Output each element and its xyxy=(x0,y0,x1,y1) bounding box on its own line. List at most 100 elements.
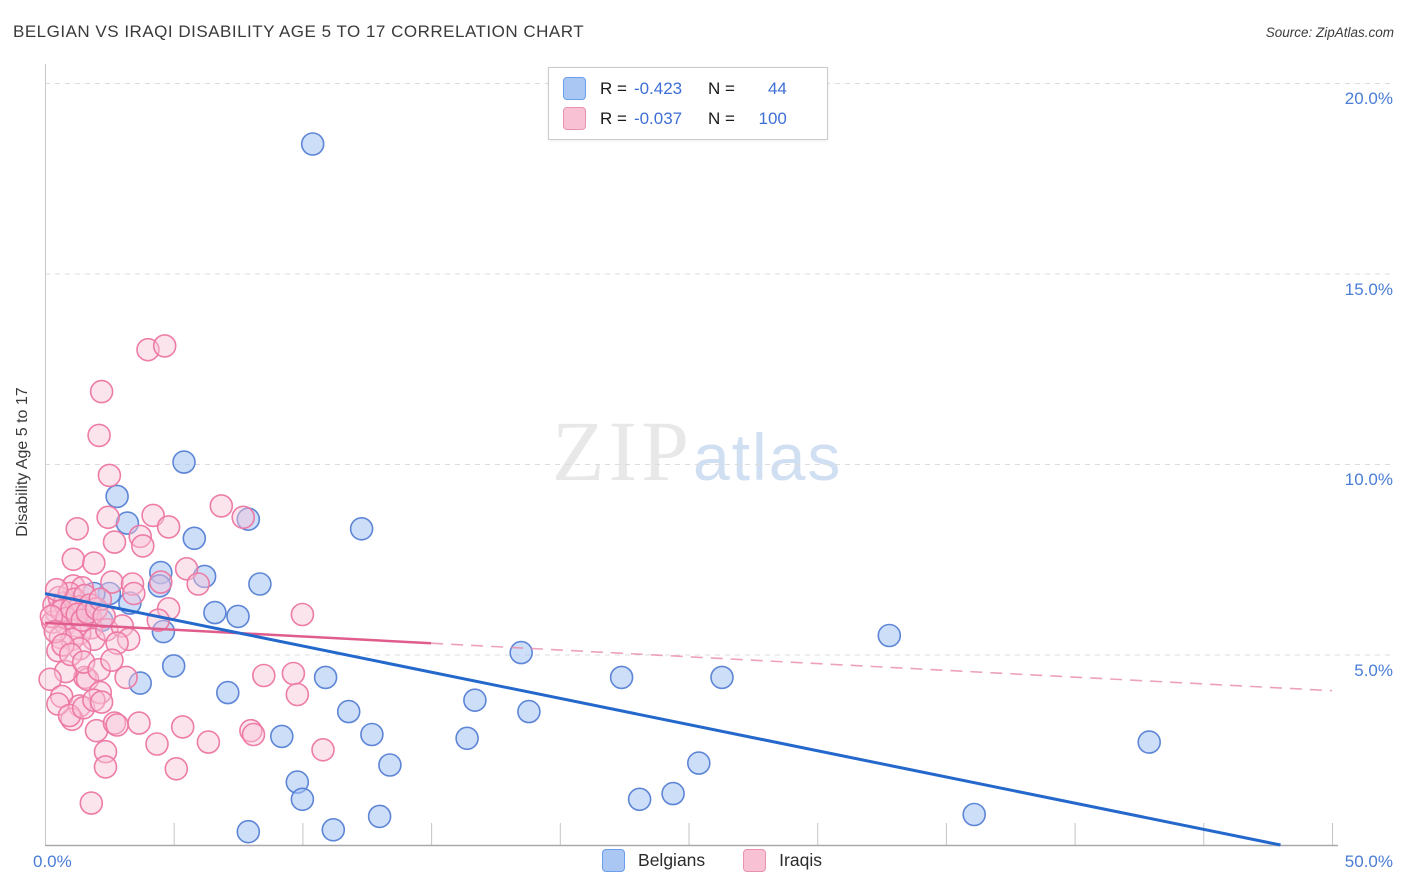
x-tick-label: 0.0% xyxy=(33,852,72,871)
scatter-point-belgians xyxy=(321,817,346,842)
scatter-point-iraqis xyxy=(105,713,129,737)
trend-line-dashed-iraqis xyxy=(431,642,1333,692)
scatter-point-iraqis xyxy=(120,572,145,596)
scatter-point-iraqis xyxy=(170,715,195,739)
scatter-point-belgians xyxy=(463,688,487,713)
scatter-point-belgians xyxy=(203,600,227,625)
scatter-point-belgians xyxy=(455,726,479,751)
scatter-point-iraqis xyxy=(100,570,124,594)
y-axis-title: Disability Age 5 to 17 xyxy=(14,387,31,537)
scatter-point-iraqis xyxy=(43,619,68,644)
scatter-point-iraqis xyxy=(131,534,155,558)
scatter-point-belgians xyxy=(710,665,734,690)
scatter-point-belgians xyxy=(378,753,402,777)
scatter-point-iraqis xyxy=(97,463,122,488)
scatter-point-iraqis xyxy=(152,334,177,358)
r-value-iraqis: -0.037 xyxy=(633,108,683,128)
scatter-point-belgians xyxy=(269,724,294,749)
scatter-point-iraqis xyxy=(38,667,62,692)
scatter-point-belgians xyxy=(962,802,987,827)
scatter-point-belgians xyxy=(509,640,534,665)
scatter-point-belgians xyxy=(517,699,541,724)
scatter-point-belgians xyxy=(300,132,325,156)
scatter-point-iraqis xyxy=(156,515,181,539)
n-value-belgians: 44 xyxy=(767,78,787,98)
scatter-point-iraqis xyxy=(241,722,266,747)
x-tick-label: 50.0% xyxy=(1344,852,1393,871)
page-title: BELGIAN VS IRAQI DISABILITY AGE 5 TO 17 … xyxy=(13,22,585,41)
belgians-color-swatch xyxy=(602,849,626,872)
trend-line-belgians xyxy=(44,592,1281,847)
scatter-point-belgians xyxy=(1137,730,1161,754)
scatter-point-iraqis xyxy=(100,648,124,673)
scatter-point-iraqis xyxy=(164,756,189,781)
y-tick-label: 15.0% xyxy=(1344,279,1393,299)
scatter-point-iraqis xyxy=(89,690,114,714)
scatter-point-iraqis xyxy=(87,657,111,682)
scatter-point-iraqis xyxy=(92,604,116,629)
y-tick-label: 5.0% xyxy=(1354,660,1393,680)
scatter-point-belgians xyxy=(105,484,129,509)
legend-item-iraqis[interactable]: Iraqis xyxy=(743,849,822,872)
r-label: R = xyxy=(600,78,627,98)
scatter-point-iraqis xyxy=(145,732,169,756)
scatter-point-iraqis xyxy=(82,551,106,575)
r-label: R = xyxy=(600,108,627,128)
legend-row-belgians: R = -0.423 N = 44 xyxy=(563,77,813,100)
legend-label-belgians: Belgians xyxy=(638,850,706,870)
n-label: N = xyxy=(707,108,735,128)
source-attribution: Source: ZipAtlas.com xyxy=(1265,25,1394,40)
scatter-point-iraqis xyxy=(93,755,118,779)
scatter-point-belgians xyxy=(248,572,272,596)
scatter-point-belgians xyxy=(151,619,176,644)
scatter-point-belgians xyxy=(336,699,361,724)
scatter-point-iraqis xyxy=(290,602,315,627)
r-value-belgians: -0.423 xyxy=(633,78,683,98)
scatter-point-iraqis xyxy=(51,633,75,657)
scatter-point-iraqis xyxy=(209,494,234,518)
scatter-point-belgians xyxy=(290,787,315,812)
scatter-point-iraqis xyxy=(96,505,120,530)
scatter-point-iraqis xyxy=(89,379,114,404)
scatter-point-iraqis xyxy=(87,423,111,448)
scatter-point-iraqis xyxy=(231,505,255,530)
scatter-point-iraqis xyxy=(79,791,104,815)
scatter-point-belgians xyxy=(877,623,902,648)
scatter-point-iraqis xyxy=(102,530,127,554)
legend-label-iraqis: Iraqis xyxy=(779,850,822,870)
scatter-point-iraqis xyxy=(281,661,306,686)
scatter-point-belgians xyxy=(172,450,196,474)
scatter-point-belgians xyxy=(226,604,250,629)
y-tick-label: 20.0% xyxy=(1344,89,1393,108)
scatter-point-belgians xyxy=(236,819,261,844)
scatter-point-iraqis xyxy=(82,627,106,652)
scatter-point-iraqis xyxy=(311,737,335,762)
scatter-point-belgians xyxy=(161,654,186,678)
scatter-point-belgians xyxy=(627,787,652,812)
scatter-point-iraqis xyxy=(57,703,82,728)
scatter-point-iraqis xyxy=(127,711,151,735)
scatter-point-iraqis xyxy=(122,581,146,606)
scatter-point-belgians xyxy=(360,722,384,747)
legend-row-iraqis: R = -0.037 N = 100 xyxy=(563,107,813,130)
scatter-point-iraqis xyxy=(196,730,221,754)
scatter-point-belgians xyxy=(182,526,207,551)
scatter-point-belgians xyxy=(128,671,152,695)
scatter-point-iraqis xyxy=(65,516,89,541)
scatter-point-iraqis xyxy=(61,547,86,572)
y-tick-label: 10.0% xyxy=(1344,470,1393,489)
scatter-point-iraqis xyxy=(251,663,276,688)
scatter-point-iraqis xyxy=(128,524,152,549)
legend-item-belgians[interactable]: Belgians xyxy=(602,849,705,872)
scatter-point-belgians xyxy=(216,680,240,705)
n-label: N = xyxy=(707,78,735,98)
scatter-point-iraqis xyxy=(239,718,263,743)
scatter-point-iraqis xyxy=(149,570,173,594)
scatter-point-belgians xyxy=(609,665,634,690)
iraqis-color-swatch xyxy=(563,107,586,130)
scatter-point-iraqis xyxy=(186,572,210,596)
iraqis-color-swatch xyxy=(743,849,767,872)
scatter-point-iraqis xyxy=(114,665,138,690)
